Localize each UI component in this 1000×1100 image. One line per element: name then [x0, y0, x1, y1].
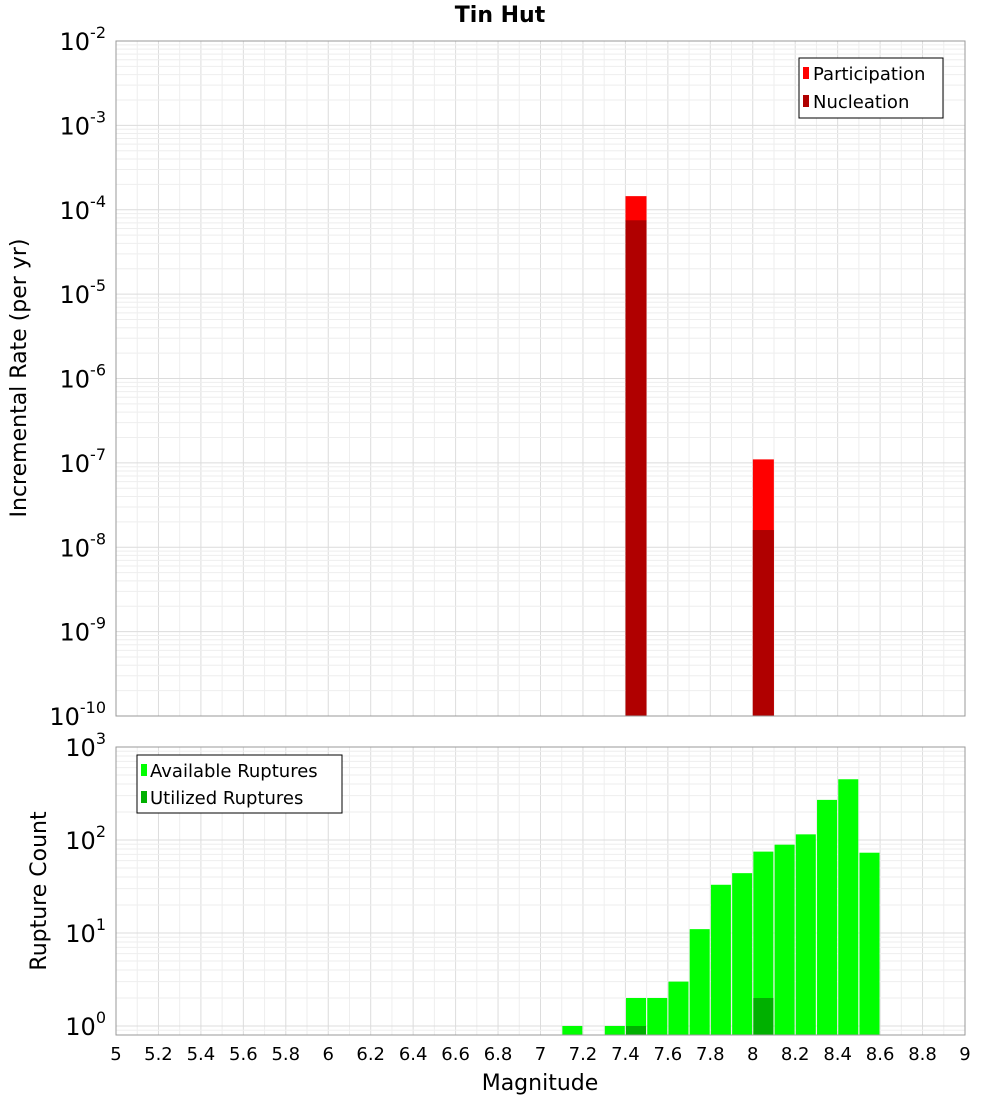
- bottom-y-tick-2: 102: [65, 822, 106, 855]
- top-y-tick--4: 10-4: [60, 192, 107, 225]
- count-bar-0-13: [859, 852, 880, 1035]
- top-plot-border: [115, 40, 966, 717]
- bottom-y-tick-3: 103: [65, 729, 106, 762]
- legend-swatch-available: [141, 764, 147, 776]
- x-tick-5.6: 5.6: [229, 1044, 258, 1065]
- bottom-y-tick-1: 101: [65, 915, 106, 948]
- bottom-legend: Available Ruptures Utilized Ruptures: [136, 754, 343, 814]
- bottom-legend-box: [136, 754, 343, 814]
- count-bar-0-5: [689, 929, 710, 1035]
- x-tick-7.6: 7.6: [654, 1044, 683, 1065]
- rate-bar-1-0: [625, 220, 647, 717]
- bottom-plot: 100 101 102 103 5 5.2 5.4 5.6 5.8 6 6.2 6.4 6.6 6.8 7…: [27, 729, 971, 1096]
- x-tick-7: 7: [535, 1044, 546, 1065]
- top-bars: [625, 196, 774, 717]
- bottom-plot-border: [115, 746, 966, 1036]
- top-y-tick--8: 10-8: [60, 529, 107, 562]
- count-bar-1-0: [626, 1025, 647, 1035]
- legend-label-available: Available Ruptures: [150, 761, 318, 782]
- top-legend: Participation Nucleation: [798, 57, 944, 119]
- x-tick-6.4: 6.4: [399, 1044, 428, 1065]
- count-bar-0-2: [626, 997, 647, 1035]
- x-tick-9: 9: [959, 1044, 970, 1065]
- x-tick-7.2: 7.2: [569, 1044, 598, 1065]
- bottom-bars: [562, 779, 880, 1035]
- count-bar-0-0: [562, 1025, 583, 1035]
- chart-title: Tin Hut: [455, 3, 546, 28]
- top-y-tick--7: 10-7: [60, 445, 107, 478]
- top-legend-box: [798, 57, 944, 119]
- x-ticks: 5 5.2 5.4 5.6 5.8 6 6.2 6.4 6.6 6.8 7 7.2 7.4 7.6 7.8 8…: [110, 1044, 970, 1065]
- count-bar-0-7: [732, 873, 753, 1035]
- legend-label-nucleation: Nucleation: [813, 92, 909, 113]
- count-bar-0-12: [838, 779, 859, 1035]
- top-grid: [115, 40, 966, 717]
- x-tick-8.6: 8.6: [866, 1044, 895, 1065]
- rate-bar-1-1: [752, 530, 774, 716]
- top-y-tick--3: 10-3: [60, 107, 107, 140]
- top-y-ticks: 10-10 10-9 10-8 10-7 10-6 10-5 10-4 10-3 10-2: [49, 23, 106, 731]
- x-tick-5.2: 5.2: [144, 1044, 173, 1065]
- count-bar-0-9: [774, 844, 795, 1035]
- x-tick-5.8: 5.8: [271, 1044, 300, 1065]
- x-axis-title: Magnitude: [482, 1071, 599, 1096]
- x-tick-8.4: 8.4: [823, 1044, 852, 1065]
- legend-swatch-participation: [803, 67, 809, 79]
- x-tick-5.4: 5.4: [187, 1044, 216, 1065]
- x-tick-7.8: 7.8: [696, 1044, 725, 1065]
- x-tick-6.6: 6.6: [441, 1044, 470, 1065]
- bottom-y-ticks: 100 101 102 103: [65, 729, 106, 1041]
- top-y-axis-title: Incremental Rate (per yr): [7, 239, 32, 518]
- x-tick-8.8: 8.8: [908, 1044, 937, 1065]
- count-bar-0-3: [647, 997, 668, 1035]
- legend-label-utilized: Utilized Ruptures: [150, 788, 303, 809]
- top-plot: 10-10 10-9 10-8 10-7 10-6 10-5 10-4 10-3 10-2 In…: [7, 23, 966, 731]
- count-bar-0-4: [668, 981, 689, 1035]
- bottom-y-axis-title: Rupture Count: [27, 811, 52, 971]
- count-bar-1-1: [753, 997, 774, 1035]
- count-bar-0-8: [753, 851, 774, 1035]
- count-bar-0-1: [604, 1025, 625, 1035]
- top-y-tick--10: 10-10: [49, 698, 106, 731]
- x-tick-8: 8: [747, 1044, 758, 1065]
- x-tick-6.2: 6.2: [356, 1044, 385, 1065]
- x-tick-8.2: 8.2: [781, 1044, 810, 1065]
- x-tick-7.4: 7.4: [611, 1044, 640, 1065]
- bottom-y-tick-0: 100: [65, 1008, 106, 1041]
- legend-swatch-utilized: [141, 791, 147, 803]
- top-y-tick--9: 10-9: [60, 614, 107, 647]
- count-bar-0-10: [795, 834, 816, 1035]
- count-bar-0-11: [817, 799, 838, 1035]
- legend-label-participation: Participation: [813, 64, 925, 85]
- x-tick-6: 6: [323, 1044, 334, 1065]
- top-y-tick--5: 10-5: [60, 276, 107, 309]
- x-tick-5: 5: [110, 1044, 121, 1065]
- count-bar-0-6: [710, 884, 731, 1035]
- x-tick-6.8: 6.8: [484, 1044, 513, 1065]
- top-y-tick--6: 10-6: [60, 361, 107, 394]
- top-y-tick--2: 10-2: [60, 23, 107, 56]
- legend-swatch-nucleation: [803, 95, 809, 107]
